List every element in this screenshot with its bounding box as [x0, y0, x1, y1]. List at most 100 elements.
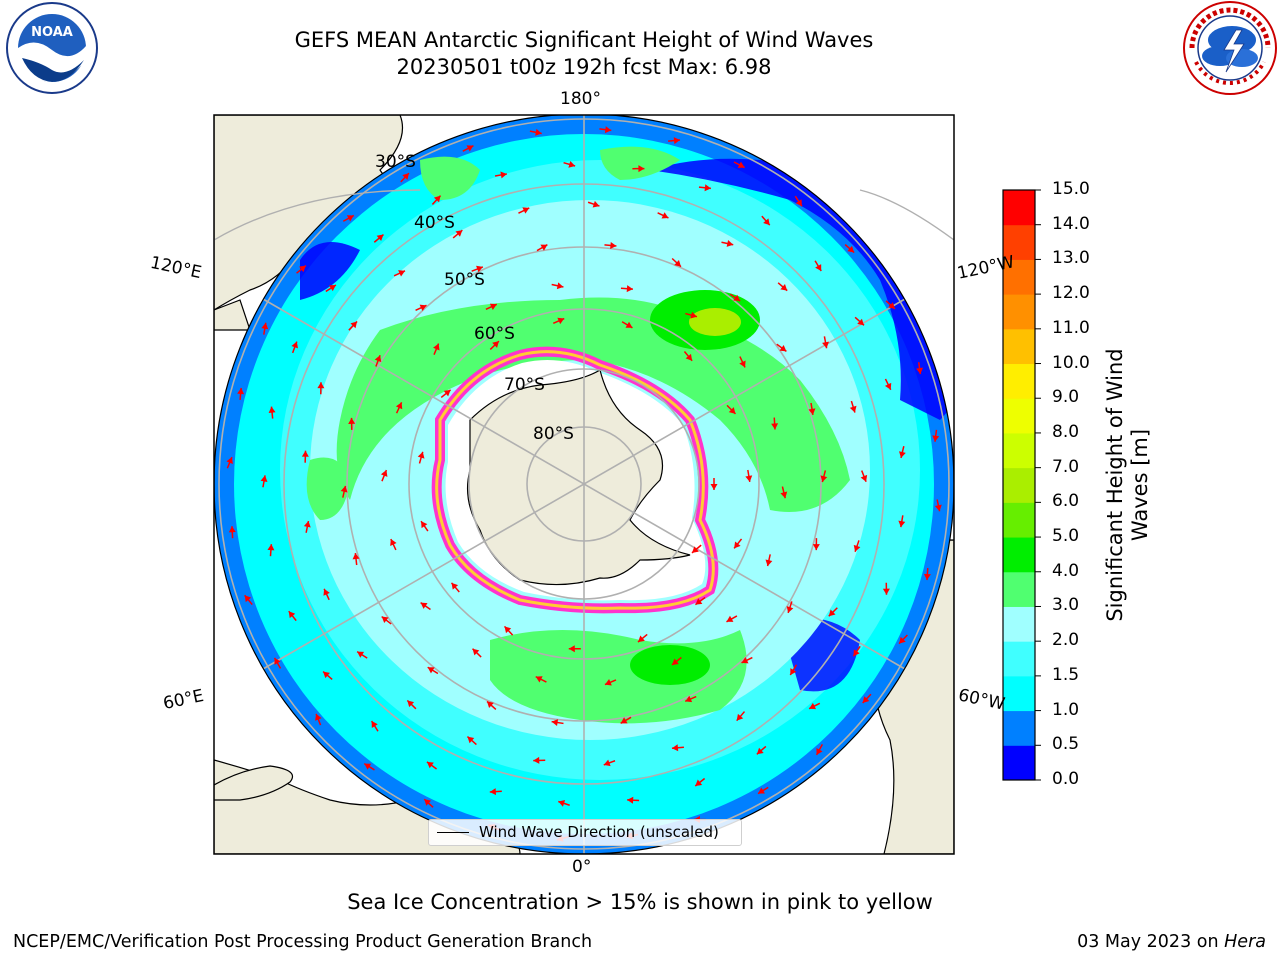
map-frame: [213, 114, 955, 855]
wave-direction-arrowhead: [472, 648, 480, 656]
wave-direction-arrowhead: [860, 474, 868, 482]
wave-direction-arrowhead: [443, 389, 451, 397]
wave-direction-arrowhead: [467, 736, 475, 744]
wave-direction-arrowhead: [535, 676, 543, 683]
wave-direction-arrowhead: [771, 423, 779, 430]
wave-direction-arrowhead: [882, 588, 890, 595]
colorbar-segment: [1003, 294, 1035, 330]
wave-direction-arrowhead: [568, 645, 575, 653]
wave-direction-arrowhead: [661, 212, 669, 219]
wave-direction-arrowhead: [395, 402, 403, 410]
wave-direction-arrowhead: [756, 747, 764, 755]
map-subtitle: 20230501 t00z 192h fcst Max: 6.98: [396, 55, 772, 79]
colorbar-tick-label: 0.0: [1052, 769, 1080, 789]
wave-direction-arrowhead: [357, 651, 365, 658]
wave-direction-arrowhead: [540, 244, 548, 251]
colorbar-segment: [1003, 606, 1035, 642]
wave-direction-arrowhead: [779, 344, 787, 352]
colorbar-title: Significant Height of Wind Waves [m]: [1103, 325, 1153, 645]
wave-direction-arrowhead: [674, 259, 681, 267]
wave-direction-arrowhead: [476, 265, 483, 273]
wave-direction-arrowhead: [673, 137, 681, 145]
wave-direction-arrowhead: [758, 787, 765, 794]
wave-direction-arrowhead: [671, 658, 679, 665]
colorbar-title-line1: Significant Height of Wind: [1103, 348, 1127, 622]
wave-direction-arrowhead: [899, 451, 906, 458]
footer-machine: Hera: [1224, 932, 1266, 952]
wave-height-field: [214, 115, 954, 854]
wave-direction-arrowhead: [627, 796, 634, 804]
colorbar-tick-label: 11.0: [1052, 317, 1090, 338]
wave-direction-arrowhead: [610, 241, 617, 249]
wave-direction-arrowhead: [884, 382, 892, 390]
colorbar-tick-label: 0.5: [1052, 734, 1080, 755]
sea-ice-note: Sea Ice Concentration > 15% is shown in …: [347, 890, 933, 914]
wave-direction-arrowhead: [340, 485, 348, 493]
wave-direction-arrowhead: [695, 598, 703, 605]
wave-direction-arrowhead: [381, 616, 389, 623]
colorbar: [1003, 189, 1041, 781]
wave-direction-arrowhead: [380, 470, 388, 477]
wave-direction-arrowhead: [795, 199, 802, 207]
wave-direction-arrowhead: [638, 165, 645, 173]
wave-direction-arrowhead: [329, 285, 336, 292]
wave-direction-arrowhead: [786, 606, 794, 613]
wave-direction-arrowhead: [626, 285, 633, 293]
lon-label-180: 180°: [560, 89, 601, 109]
wave-direction-arrowhead: [888, 302, 895, 309]
wave-direction-arrowhead: [315, 713, 322, 721]
lat-label-30s: 30°S: [375, 152, 416, 172]
footer-date: 03 May 2023 on Hera: [1077, 932, 1266, 952]
wave-direction-arrowhead: [592, 200, 600, 208]
wave-direction-arrowhead: [348, 417, 356, 424]
lat-label-40s: 40°S: [414, 213, 455, 233]
colorbar-segment: [1003, 675, 1035, 712]
colorbar-tick-label: 8.0: [1052, 421, 1080, 442]
wave-direction-arrowhead: [934, 504, 942, 512]
colorbar-tick-label: 1.5: [1052, 664, 1080, 685]
wave-direction-arrowhead: [685, 695, 693, 703]
colorbar-segment: [1003, 710, 1035, 746]
wave-direction-arrowhead: [317, 382, 325, 389]
wave-direction-arrowhead: [420, 602, 428, 609]
colorbar-tick-label: 9.0: [1052, 387, 1080, 408]
colorbar-segment: [1003, 328, 1035, 365]
wave-direction-arrowhead: [695, 779, 703, 787]
lon-label-0: 0°: [572, 857, 592, 877]
wave-direction-arrowhead: [303, 520, 311, 528]
wave-direction-arrowhead: [226, 457, 233, 464]
wave-direction-arrowhead: [489, 788, 497, 796]
wave-direction-arrowhead: [736, 713, 744, 721]
wave-direction-arrowhead: [685, 353, 693, 361]
wave-direction-arrowhead: [710, 484, 718, 490]
colorbar-tick-label: 12.0: [1052, 283, 1090, 304]
wave-direction-arrowhead: [739, 360, 746, 368]
wave-direction-arrowhead: [808, 408, 816, 415]
wave-direction-arrowhead: [603, 759, 611, 767]
wave-direction-arrowhead: [857, 318, 865, 326]
wave-direction-arrowhead: [288, 611, 296, 619]
wave-direction-arrowhead: [398, 270, 406, 277]
wave-direction-arrowhead: [726, 615, 734, 622]
wave-direction-arrowhead: [932, 435, 940, 442]
colorbar-segment: [1003, 398, 1035, 434]
wave-direction-arrowhead: [486, 701, 494, 709]
wave-direction-arrowhead: [822, 341, 829, 349]
wave-direction-arrowhead: [671, 744, 679, 752]
wave-direction-arrowhead: [604, 126, 612, 134]
legend-line-sample: [437, 832, 469, 833]
wave-direction-arrowhead: [809, 702, 817, 710]
wave-direction-arrowhead: [466, 145, 474, 152]
colorbar-tick-label: 15.0: [1052, 179, 1090, 199]
colorbar-tick-label: 6.0: [1052, 491, 1080, 512]
lat-label-50s: 50°S: [444, 270, 485, 290]
wave-direction-arrowhead: [421, 521, 428, 529]
wave-direction-arrowhead: [268, 406, 276, 413]
wave-direction-arrowhead: [812, 544, 820, 551]
wave-direction-arrowhead: [899, 636, 906, 644]
longitude-gridlines: [262, 115, 906, 854]
colorbar-segment: [1003, 259, 1035, 295]
colorbar-segment: [1003, 224, 1035, 260]
wave-direction-arrowhead: [350, 321, 358, 329]
wave-direction-arrowhead: [604, 679, 612, 686]
